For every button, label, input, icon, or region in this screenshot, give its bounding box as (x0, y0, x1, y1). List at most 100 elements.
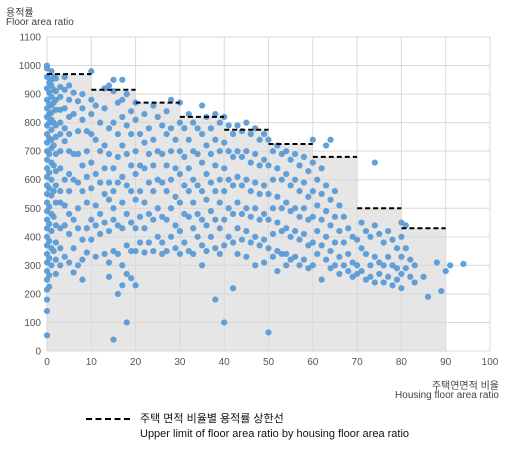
data-point (92, 136, 99, 143)
data-point (132, 247, 139, 255)
data-point (198, 159, 206, 166)
data-point (269, 253, 277, 260)
y-tick-label: 0 (35, 347, 41, 358)
data-point (52, 168, 59, 175)
data-point (101, 250, 108, 258)
data-point (291, 253, 299, 260)
data-point (234, 122, 241, 129)
data-point (159, 150, 166, 158)
data-point (198, 242, 206, 249)
data-point (309, 188, 316, 195)
data-point (88, 185, 95, 192)
data-point (141, 110, 148, 118)
data-point (190, 119, 197, 126)
data-point (296, 236, 303, 243)
data-point (212, 136, 219, 143)
data-point (398, 285, 405, 292)
data-point (212, 245, 219, 252)
data-point (57, 83, 64, 91)
data-point (221, 188, 228, 195)
data-point (52, 222, 59, 229)
data-point (52, 182, 59, 189)
data-point (212, 188, 219, 195)
data-point (88, 216, 95, 223)
data-point (176, 119, 183, 126)
data-point (256, 242, 263, 249)
data-point (172, 222, 179, 229)
data-point (398, 233, 405, 240)
data-point (52, 88, 59, 95)
data-point (52, 256, 59, 263)
data-point (101, 190, 108, 198)
data-point (300, 179, 308, 186)
data-point (105, 259, 113, 266)
data-point (70, 150, 77, 158)
data-point (318, 165, 325, 172)
data-point (57, 148, 64, 155)
data-point (52, 75, 59, 82)
data-point (260, 156, 268, 163)
data-point (176, 250, 183, 258)
data-point (207, 208, 215, 215)
data-point (260, 182, 268, 189)
data-point (238, 153, 246, 160)
data-point (83, 128, 90, 135)
data-point (163, 130, 170, 138)
data-point (367, 273, 374, 280)
data-point (181, 182, 188, 189)
data-point (123, 122, 130, 129)
legend-dashed-line (86, 418, 130, 420)
data-point (57, 93, 64, 101)
data-point (229, 153, 237, 160)
data-point (97, 119, 104, 126)
data-point (358, 267, 365, 275)
data-point (114, 250, 121, 258)
data-point (163, 108, 170, 115)
data-point (247, 188, 254, 195)
y-tick-label: 300 (24, 261, 41, 272)
data-point (46, 203, 53, 210)
data-point (221, 216, 228, 223)
data-point (110, 76, 117, 83)
data-point (110, 188, 117, 195)
scatter-chart: 0 100 200 300 400 500 600 700 800 900 1000 1100 0 10 2… (19, 33, 499, 369)
data-point (291, 205, 299, 212)
data-point (145, 239, 152, 246)
data-point (385, 273, 392, 280)
y-tick-label: 500 (24, 204, 41, 215)
x-tick-label: 100 (482, 357, 499, 368)
data-point (132, 196, 139, 203)
data-point (380, 279, 387, 286)
data-point (119, 113, 126, 121)
data-point (203, 142, 210, 149)
data-point (287, 182, 294, 189)
data-point (66, 96, 73, 103)
data-point (438, 287, 445, 295)
data-point (128, 108, 135, 115)
data-point (221, 165, 228, 172)
data-point (265, 245, 272, 252)
data-point (190, 250, 197, 258)
data-point (50, 247, 57, 255)
data-point (48, 228, 55, 235)
data-point (238, 182, 246, 189)
data-point (274, 247, 281, 255)
data-point (283, 148, 290, 155)
data-point (167, 125, 175, 132)
y-axis-title-ko: 용적률 (6, 8, 34, 19)
data-point (229, 182, 237, 189)
data-point (52, 122, 59, 129)
data-point (460, 260, 467, 268)
y-tick-label: 400 (24, 232, 41, 243)
data-point (141, 139, 148, 146)
data-point (203, 170, 210, 178)
data-point (252, 233, 259, 240)
data-point (57, 225, 64, 232)
data-point (291, 228, 299, 235)
data-point (358, 219, 365, 226)
data-point (305, 265, 312, 272)
x-tick-label: 10 (86, 357, 98, 368)
x-tick-label: 70 (352, 357, 364, 368)
legend-label: 주택 면적 비율별 용적률 상한선 Upper limit of floor a… (140, 412, 409, 442)
data-point (362, 276, 370, 283)
